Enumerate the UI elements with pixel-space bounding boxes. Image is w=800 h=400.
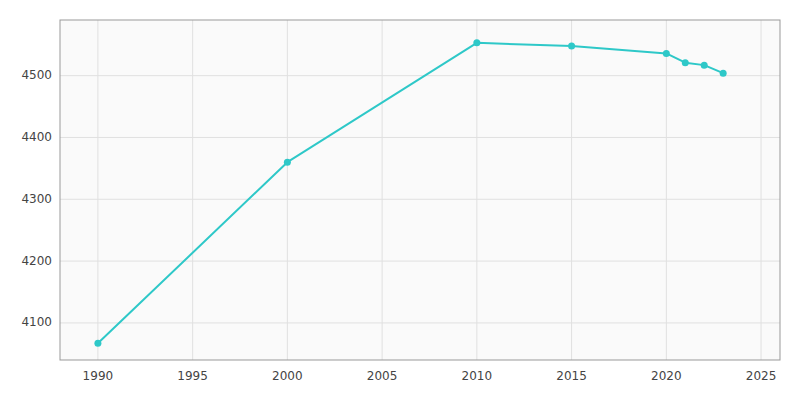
plot-frame (60, 20, 780, 360)
grid-line-x (761, 20, 762, 360)
y-tick-label: 4100 (21, 315, 52, 329)
x-tick-label: 1995 (177, 369, 208, 383)
x-tick-label: 2010 (462, 369, 493, 383)
grid-line-x (382, 20, 383, 360)
x-tick-label: 2000 (272, 369, 303, 383)
marker (284, 159, 291, 166)
marker (473, 39, 480, 46)
grid-line-x (571, 20, 572, 360)
grid-line-y (60, 75, 780, 76)
grid-line-x (287, 20, 288, 360)
x-tick-label: 2025 (746, 369, 777, 383)
series (94, 39, 726, 346)
grid-line-y (60, 199, 780, 200)
grid-line-y (60, 322, 780, 323)
x-tick-label: 2015 (556, 369, 587, 383)
grid-line-y (60, 261, 780, 262)
y-tick-label: 4500 (21, 68, 52, 82)
y-tick-label: 4200 (21, 254, 52, 268)
grid-line-x (666, 20, 667, 360)
tick-labels: 1990 1995 2000 2005 2010 2015 2020 2025 4100 4200… (21, 68, 776, 383)
x-tick-label: 2005 (367, 369, 398, 383)
marker (94, 340, 101, 347)
line (98, 43, 723, 343)
chart-container: 1990 1995 2000 2005 2010 2015 2020 2025 4100 4200… (0, 0, 800, 400)
marker (663, 50, 670, 57)
grid (60, 20, 780, 360)
marker (701, 62, 708, 69)
grid-line-y (60, 137, 780, 138)
plot-background (60, 20, 780, 360)
x-tick-label: 1990 (83, 369, 114, 383)
marker (568, 42, 575, 49)
chart-svg: 1990 1995 2000 2005 2010 2015 2020 2025 4100 4200… (0, 0, 800, 400)
grid-line-x (97, 20, 98, 360)
x-tick-label: 2020 (651, 369, 682, 383)
y-tick-label: 4400 (21, 130, 52, 144)
grid-line-x (476, 20, 477, 360)
marker (720, 70, 727, 77)
marker (682, 59, 689, 66)
y-tick-label: 4300 (21, 192, 52, 206)
grid-line-x (192, 20, 193, 360)
